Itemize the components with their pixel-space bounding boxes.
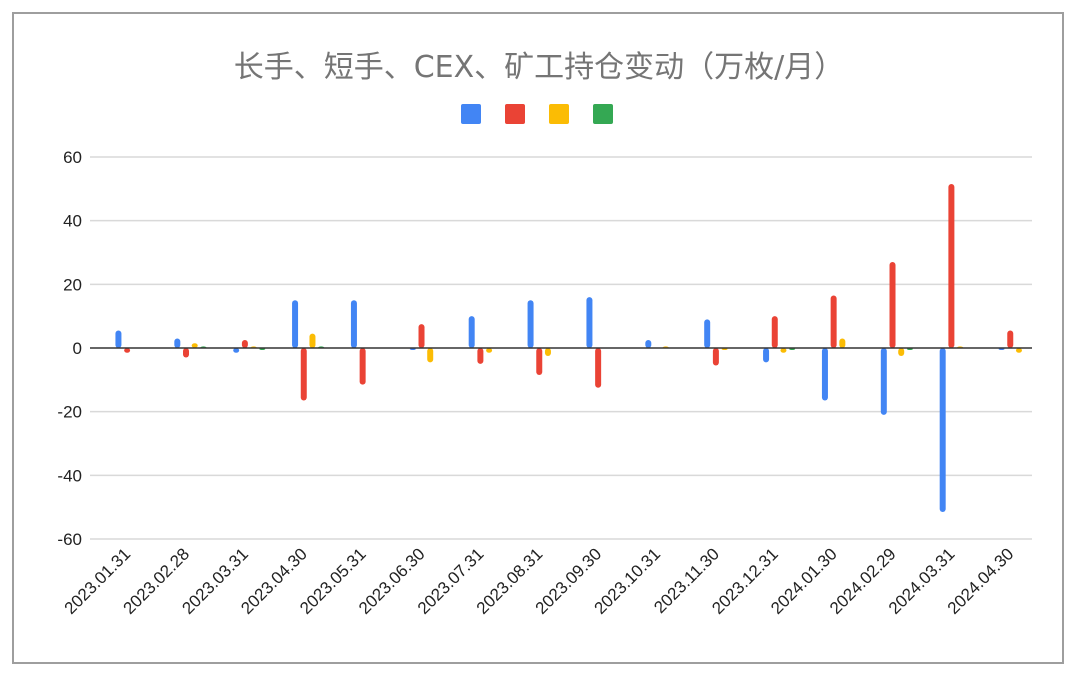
legend-swatch-0	[460, 104, 481, 124]
bar-series1-2024.04.30	[1007, 330, 1014, 348]
bar-series2-2023.07.31	[486, 348, 493, 353]
legend-swatch-1	[504, 104, 525, 124]
bar-series2-2023.02.28	[191, 343, 198, 348]
chart-title: 长手、短手、CEX、矿工持仓变动（万枚/月）	[233, 50, 845, 85]
y-tick-label: 20	[63, 275, 82, 294]
legend	[0, 104, 1078, 124]
y-tick-label: 0	[73, 339, 82, 358]
bar-series2-2024.02.29	[898, 348, 905, 356]
bar-series2-2024.01.30	[839, 338, 846, 348]
bar-series2-2024.04.30	[1015, 348, 1022, 353]
bar-series0-2023.05.31	[350, 300, 357, 348]
y-tick-label: 60	[63, 148, 82, 167]
bar-series1-2023.08.31	[536, 348, 543, 376]
bar-series0-2023.08.31	[527, 300, 534, 348]
y-tick-label: -40	[57, 466, 82, 485]
bar-series0-2024.02.29	[880, 348, 887, 415]
bar-series1-2023.11.30	[712, 348, 719, 366]
bar-series2-2023.04.30	[309, 333, 316, 348]
bar-series0-2023.09.30	[586, 297, 593, 348]
bar-series0-2023.10.31	[645, 340, 652, 348]
legend-swatch-2	[548, 104, 569, 124]
y-tick-label: -60	[57, 530, 82, 549]
bar-series0-2023.03.31	[233, 348, 240, 353]
bar-series0-2024.01.30	[821, 348, 828, 401]
legend-swatch-3	[592, 104, 613, 124]
bar-series0-2023.02.28	[174, 338, 181, 348]
bar-series2-2023.12.31	[780, 348, 787, 353]
bar-series1-2023.05.31	[359, 348, 366, 385]
bar-series0-2023.12.31	[763, 348, 770, 363]
bar-series0-2023.04.30	[292, 300, 299, 348]
bar-series0-2023.01.31	[115, 330, 122, 348]
bar-series1-2023.02.28	[183, 348, 190, 358]
bar-series1-2023.12.31	[771, 316, 778, 348]
bar-series2-2023.08.31	[544, 348, 551, 356]
bar-series0-2023.07.31	[468, 316, 475, 348]
bar-series2-2023.06.30	[427, 348, 434, 363]
bar-series1-2024.02.29	[889, 262, 896, 348]
bar-series1-2024.01.30	[830, 295, 837, 348]
bar-series0-2024.03.31	[939, 348, 946, 512]
bar-series1-2023.01.31	[124, 348, 131, 353]
bar-series0-2023.11.30	[704, 319, 711, 348]
bar-series1-2023.09.30	[595, 348, 602, 388]
chart-frame	[12, 12, 1064, 664]
y-tick-label: 40	[63, 212, 82, 231]
bar-series1-2023.03.31	[241, 340, 248, 348]
bar-series1-2024.03.31	[948, 184, 955, 348]
y-tick-label: -20	[57, 403, 82, 422]
bar-series1-2023.06.30	[418, 324, 425, 348]
bar-series1-2023.04.30	[300, 348, 307, 401]
bar-series1-2023.07.31	[477, 348, 484, 364]
